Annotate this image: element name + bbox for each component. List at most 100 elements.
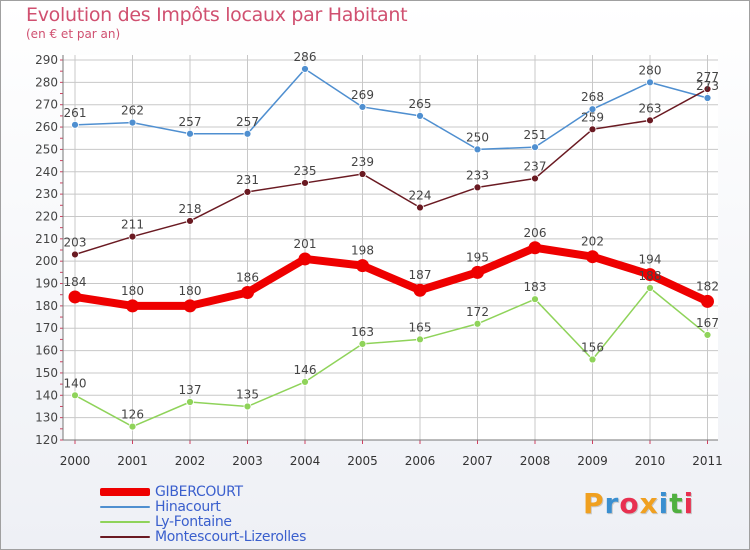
data-label-ly-fontaine: 167: [696, 316, 719, 330]
logo-letter: i: [658, 487, 670, 520]
y-tick-label: 290: [35, 53, 58, 67]
logo-letter: P: [583, 487, 605, 520]
grid: [63, 55, 718, 441]
data-label-hinacourt: 268: [581, 90, 604, 104]
data-point-gibercourt: [183, 299, 197, 313]
data-point-ly-fontaine: [416, 335, 424, 344]
y-tick-label: 180: [35, 299, 58, 313]
data-label-gibercourt: 198: [351, 244, 374, 258]
data-point-montescourt-lizerolles: [703, 85, 712, 93]
data-point-hinacourt: [703, 94, 712, 102]
data-point-ly-fontaine: [703, 331, 712, 339]
series-line-hinacourt: [74, 68, 709, 151]
legend-label: Hinacourt: [155, 499, 221, 515]
data-point-montescourt-lizerolles: [128, 232, 137, 241]
data-label-montescourt-lizerolles: 218: [179, 202, 202, 216]
x-tick-label: 2000: [60, 454, 91, 468]
x-tick-label: 2002: [175, 454, 206, 468]
chart-title: Evolution des Impôts locaux par Habitant: [26, 4, 408, 26]
data-label-montescourt-lizerolles: 235: [294, 164, 317, 178]
legend-swatch: [100, 521, 150, 523]
data-label-ly-fontaine: 137: [179, 383, 202, 397]
data-label-gibercourt: 201: [294, 237, 317, 251]
data-point-montescourt-lizerolles: [473, 183, 482, 192]
data-point-ly-fontaine: [186, 398, 194, 406]
data-label-gibercourt: 180: [121, 284, 144, 298]
data-point-hinacourt: [243, 129, 252, 138]
y-tick-label: 240: [35, 165, 58, 179]
data-label-hinacourt: 257: [236, 115, 259, 129]
data-label-gibercourt: 180: [179, 284, 202, 298]
data-point-gibercourt: [413, 283, 427, 297]
data-label-hinacourt: 257: [179, 115, 202, 129]
y-tick-label: 280: [35, 75, 58, 89]
data-point-montescourt-lizerolles: [416, 203, 424, 212]
data-label-gibercourt: 206: [524, 226, 547, 240]
data-label-montescourt-lizerolles: 277: [696, 70, 719, 84]
x-tick-label: 2003: [232, 454, 263, 468]
data-point-montescourt-lizerolles: [531, 174, 539, 183]
data-point-montescourt-lizerolles: [186, 217, 194, 225]
data-point-gibercourt: [356, 259, 369, 273]
data-point-hinacourt: [358, 103, 367, 111]
data-point-montescourt-lizerolles: [358, 170, 367, 178]
data-label-gibercourt: 194: [639, 253, 662, 267]
data-point-hinacourt: [301, 65, 309, 73]
legend-swatch: [100, 488, 150, 496]
data-point-hinacourt: [588, 105, 597, 114]
data-label-ly-fontaine: 172: [466, 305, 489, 319]
data-label-ly-fontaine: 183: [524, 280, 547, 294]
data-point-montescourt-lizerolles: [588, 125, 597, 134]
data-label-hinacourt: 251: [524, 128, 547, 142]
data-point-ly-fontaine: [243, 402, 252, 411]
data-label-montescourt-lizerolles: 211: [121, 218, 144, 232]
data-label-montescourt-lizerolles: 239: [351, 155, 374, 169]
logo-letter: i: [683, 487, 695, 520]
data-point-ly-fontaine: [473, 319, 482, 328]
data-point-ly-fontaine: [71, 391, 79, 400]
y-tick-label: 140: [35, 388, 58, 402]
x-tick-label: 2006: [405, 454, 436, 468]
data-point-hinacourt: [646, 78, 654, 87]
series-line-ly-fontaine: [74, 287, 709, 428]
legend-swatch: [100, 536, 150, 538]
data-label-gibercourt: 187: [409, 268, 432, 282]
data-label-ly-fontaine: 165: [409, 320, 432, 334]
data-labels: 261 262 257 257 286 269 265 250 251 268 280 273 203 2…: [64, 50, 719, 422]
data-label-ly-fontaine: 146: [294, 363, 317, 377]
y-tick-label: 210: [35, 232, 58, 246]
y-tick-label: 150: [35, 366, 58, 380]
y-tick-label: 230: [35, 187, 58, 201]
data-point-hinacourt: [128, 118, 137, 127]
data-label-gibercourt: 186: [236, 270, 259, 284]
data-point-ly-fontaine: [128, 422, 137, 431]
data-point-ly-fontaine: [588, 355, 597, 364]
data-label-montescourt-lizerolles: 231: [236, 173, 259, 187]
logo-letter: r: [604, 487, 620, 520]
data-point-hinacourt: [186, 129, 194, 138]
data-point-ly-fontaine: [301, 377, 309, 386]
data-label-hinacourt: 273: [696, 79, 719, 93]
x-tick-label: 2005: [347, 454, 378, 468]
data-point-gibercourt: [68, 290, 82, 304]
data-label-gibercourt: 195: [466, 250, 489, 264]
plot-background: [63, 55, 718, 440]
legend-label: Ly-Fontaine: [155, 514, 232, 530]
data-point-gibercourt: [701, 294, 714, 308]
series: [68, 65, 714, 431]
data-label-ly-fontaine: 163: [351, 325, 374, 339]
data-point-hinacourt: [531, 143, 539, 152]
x-tick-label: 2007: [462, 454, 493, 468]
data-label-ly-fontaine: 135: [236, 387, 259, 401]
data-point-hinacourt: [416, 111, 424, 120]
data-label-hinacourt: 269: [351, 88, 374, 102]
chart-subtitle: (en € et par an): [26, 27, 121, 41]
x-tick-label: 2004: [290, 454, 321, 468]
y-tick-label: 120: [35, 433, 58, 447]
data-point-gibercourt: [471, 265, 484, 279]
legend-label: GIBERCOURT: [155, 484, 243, 500]
y-tick-label: 200: [35, 254, 58, 268]
data-label-montescourt-lizerolles: 224: [409, 189, 432, 203]
legend-swatch: [100, 506, 150, 508]
